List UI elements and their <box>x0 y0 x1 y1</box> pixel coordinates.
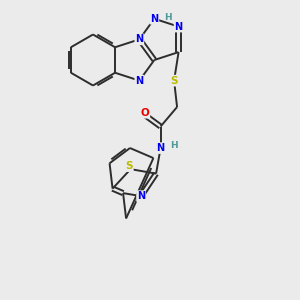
Text: O: O <box>141 108 149 118</box>
Text: N: N <box>157 143 165 153</box>
Text: S: S <box>170 76 178 85</box>
Text: N: N <box>175 22 183 32</box>
Text: S: S <box>125 161 133 171</box>
Text: N: N <box>137 191 145 201</box>
Text: N: N <box>150 14 158 24</box>
Text: H: H <box>164 13 172 22</box>
Text: N: N <box>135 34 143 44</box>
Text: H: H <box>170 141 178 150</box>
Text: N: N <box>135 76 143 85</box>
